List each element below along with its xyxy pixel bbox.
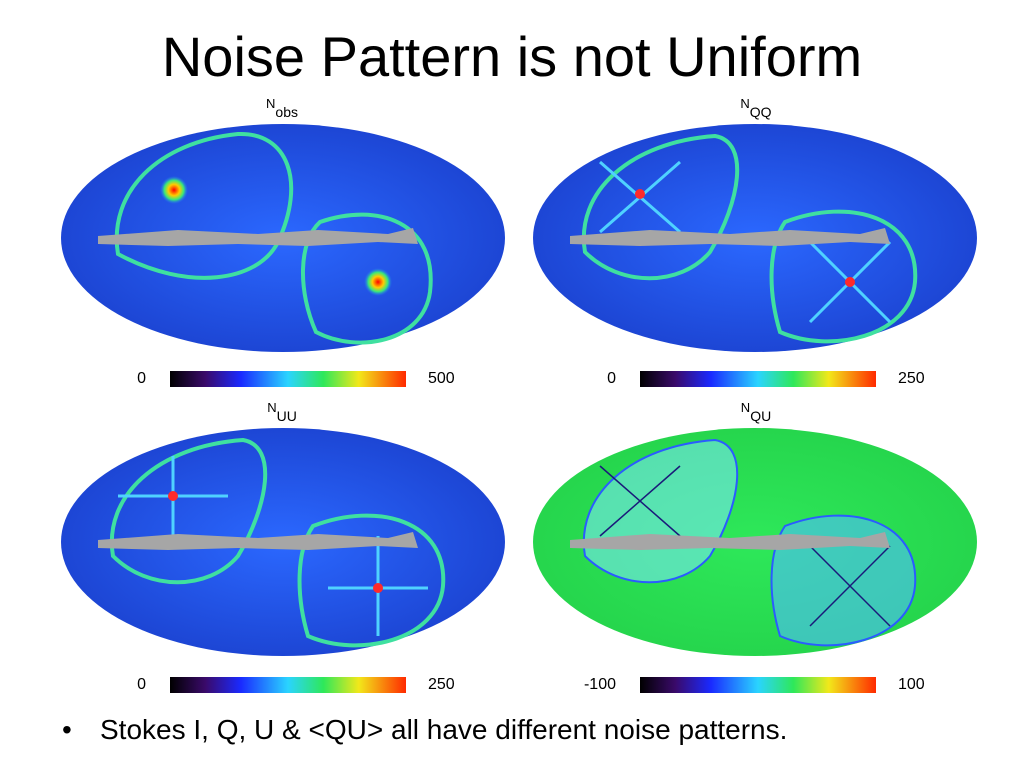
- sky-map-nuu: [61, 428, 505, 656]
- sky-map-nqu: [533, 428, 977, 656]
- scan-ring: [301, 212, 433, 345]
- slide-title: Noise Pattern is not Uniform: [161, 25, 863, 88]
- scan-ring: [109, 437, 268, 585]
- colorbar-nuu: [170, 677, 406, 693]
- colorbar-min-nqq: 0: [607, 370, 616, 387]
- scan-ring: [581, 133, 740, 281]
- bullet-text: Stokes I, Q, U & <QU> all have different…: [100, 714, 788, 745]
- colorbar-max-nqq: 250: [898, 370, 925, 387]
- ecliptic-pole-hotspot: [635, 189, 645, 199]
- scan-ring: [769, 209, 918, 344]
- sky-map-nqq: [533, 124, 977, 352]
- cross-pattern: [599, 465, 891, 627]
- panel-label-nobs: Nobs: [266, 96, 298, 120]
- colorbar-max-nuu: 250: [428, 676, 455, 693]
- ecliptic-pole-hotspot: [160, 176, 188, 204]
- colorbar-min-nqu: -100: [583, 676, 616, 693]
- panel-label-nqu: NQU: [740, 400, 772, 424]
- ecliptic-pole-hotspot: [845, 277, 855, 287]
- colorbar-max-nqu: 100: [898, 676, 925, 693]
- colorbar-nqu: [640, 677, 876, 693]
- scan-ring: [114, 131, 294, 280]
- ecliptic-pole-hotspot: [168, 491, 178, 501]
- galactic-mask: [98, 532, 418, 550]
- colorbar-min-nuu: 0: [137, 676, 146, 693]
- scan-ring: [297, 513, 446, 648]
- colorbar-nobs: [170, 371, 406, 387]
- sky-map-nobs: [61, 124, 505, 352]
- galactic-mask: [570, 532, 890, 550]
- galactic-mask: [570, 228, 890, 246]
- ecliptic-pole-hotspot: [364, 268, 392, 296]
- bullet-marker: •: [62, 714, 72, 745]
- ecliptic-pole-hotspot: [373, 583, 383, 593]
- panel-label-nqq: NQQ: [740, 96, 772, 120]
- colorbar-min-nobs: 0: [137, 370, 146, 387]
- colorbar-nqq: [640, 371, 876, 387]
- colorbar-max-nobs: 500: [428, 370, 455, 387]
- galactic-mask: [98, 228, 418, 246]
- panel-label-nuu: NUU: [267, 400, 297, 424]
